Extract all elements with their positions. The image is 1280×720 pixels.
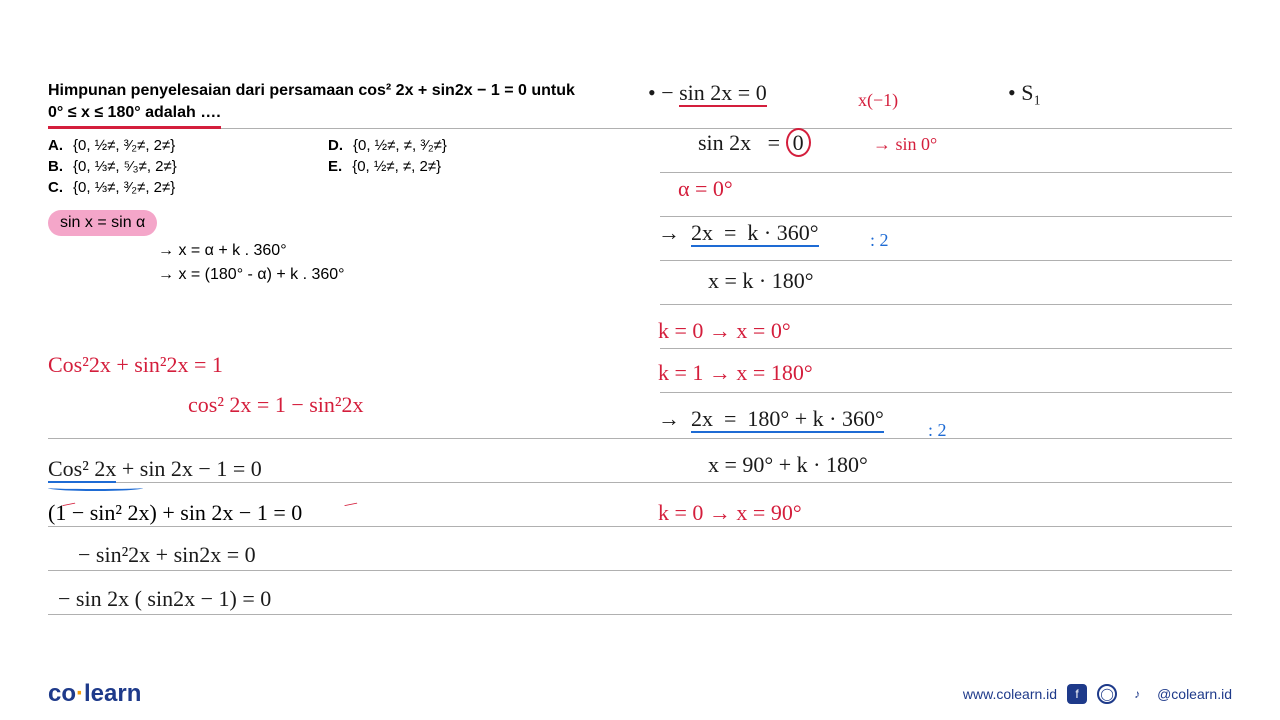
hw-left-eq4: (1 − sin² 2x) + sin 2x − 1 = 0 xyxy=(48,500,302,526)
hw-right-k0: k = 0 → x = 0° xyxy=(658,318,791,344)
brace-curve xyxy=(48,485,143,491)
option-d-label: D. xyxy=(328,137,343,154)
logo-dot: · xyxy=(76,680,84,707)
footer: co·learn www.colearn.id f ◯ ♪ @colearn.i… xyxy=(48,680,1232,708)
zero-circled: 0 xyxy=(786,128,811,157)
hw-right-line2: sin 2x = 0 xyxy=(698,130,811,156)
hw-right-alpha: α = 0° xyxy=(678,176,733,202)
options-block: A. {0, ½≠, ³⁄₂≠, 2≠} D. {0, ½≠, ≠, ³⁄₂≠} B… xyxy=(48,137,618,196)
tiktok-icon: ♪ xyxy=(1127,684,1147,704)
option-e-label: E. xyxy=(328,158,342,175)
hw-left-eq5: − sin²2x + sin2x = 0 xyxy=(78,542,256,568)
option-a-label: A. xyxy=(48,137,63,154)
option-b: {0, ⅓≠, ⁵⁄₃≠, 2≠} xyxy=(73,158,177,175)
logo: co·learn xyxy=(48,680,141,708)
footer-right: www.colearn.id f ◯ ♪ @colearn.id xyxy=(963,684,1232,704)
typed-formula-2: → x = (180° - α) + k . 360° xyxy=(158,266,618,284)
question-text-2: 0° ≤ x ≤ 180° adalah …. xyxy=(48,102,618,128)
hw-right-line5: → 2x = 180° + k · 360° xyxy=(658,406,884,432)
content-area: Himpunan penyelesaian dari persamaan cos… xyxy=(48,80,1232,660)
hw-right-line6: x = 90° + k · 180° xyxy=(708,452,868,478)
hw-far-right: • S₁ xyxy=(1008,80,1041,106)
hw-right-k0b: k = 0 → x = 90° xyxy=(658,500,802,526)
option-c: {0, ⅓≠, ³⁄₂≠, 2≠} xyxy=(73,179,175,196)
logo-co: co xyxy=(48,680,76,707)
hw-left-eq2: cos² 2x = 1 − sin²2x xyxy=(188,392,364,418)
option-b-label: B. xyxy=(48,158,63,175)
hw-left-eq6: − sin 2x ( sin2x − 1) = 0 xyxy=(58,586,271,612)
option-c-label: C. xyxy=(48,179,63,196)
hw-right-line3: → 2x = k · 360° xyxy=(658,220,819,246)
option-a: {0, ½≠, ³⁄₂≠, 2≠} xyxy=(73,137,175,154)
hw-right-k1: k = 1 → x = 180° xyxy=(658,360,813,386)
hw-right-hint: x(−1) xyxy=(858,90,898,111)
footer-url: www.colearn.id xyxy=(963,686,1057,702)
footer-handle: @colearn.id xyxy=(1157,686,1232,702)
hw-right-bullet: • − sin 2x = 0 xyxy=(648,80,767,106)
hw-right-line3-div: : 2 xyxy=(870,230,889,251)
hw-right-line2c: → sin 0° xyxy=(873,134,937,155)
range-underline: 0° ≤ x ≤ 180° adalah …. xyxy=(48,102,221,128)
hw-left-eq3: Cos² 2x + sin 2x − 1 = 0 xyxy=(48,456,262,482)
question-text-1: Himpunan penyelesaian dari persamaan cos… xyxy=(48,80,618,102)
strike-2: / xyxy=(340,497,361,512)
logo-learn: learn xyxy=(84,680,141,707)
hw-right-line5-div: : 2 xyxy=(928,420,947,441)
identity-pill: sin x = sin α xyxy=(48,210,157,236)
cos-term-underline: Cos² 2x xyxy=(48,456,116,483)
instagram-icon: ◯ xyxy=(1097,684,1117,704)
hw-left-eq4b: + sin 2x − 1 = 0 xyxy=(162,500,302,525)
option-d: {0, ½≠, ≠, ³⁄₂≠} xyxy=(353,137,447,154)
left-column: Himpunan penyelesaian dari persamaan cos… xyxy=(48,80,618,284)
facebook-icon: f xyxy=(1067,684,1087,704)
option-e: {0, ½≠, ≠, 2≠} xyxy=(352,158,441,175)
typed-formula-1: → x = α + k . 360° xyxy=(158,242,618,260)
hw-right-line4: x = k · 180° xyxy=(708,268,814,294)
hw-left-eq1: Cos²2x + sin²2x = 1 xyxy=(48,352,223,378)
